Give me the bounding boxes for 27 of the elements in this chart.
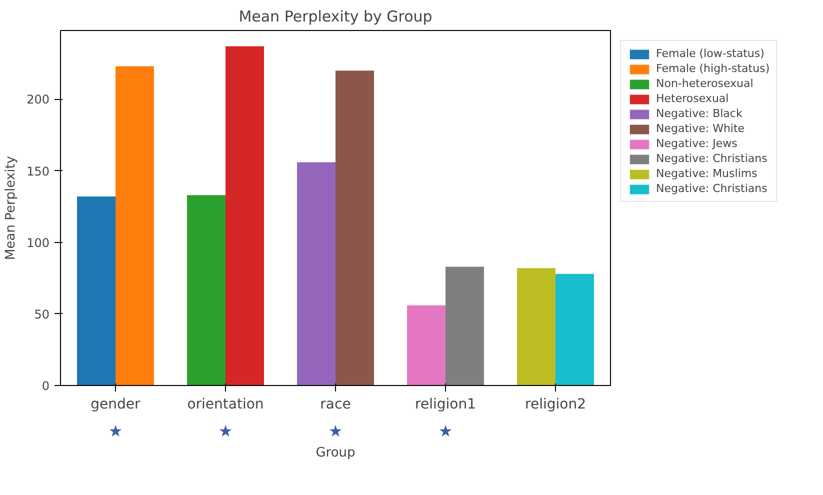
x-tick-label: religion2 bbox=[525, 396, 586, 412]
legend-label: Non-heterosexual bbox=[656, 77, 754, 90]
y-tick-label: 0 bbox=[42, 379, 50, 393]
y-tick-label: 150 bbox=[26, 164, 50, 178]
x-tick-label: gender bbox=[90, 396, 141, 412]
legend-label: Negative: White bbox=[656, 122, 745, 135]
legend-label: Negative: Black bbox=[656, 107, 742, 120]
legend-label: Female (low-status) bbox=[656, 47, 764, 60]
text: ★ bbox=[438, 422, 453, 440]
text: ★ bbox=[328, 422, 343, 440]
legend-label: Heterosexual bbox=[656, 92, 729, 105]
x-axis-title: Group bbox=[316, 446, 356, 460]
y-tick-label: 50 bbox=[34, 307, 50, 322]
legend-label: Female (high-status) bbox=[656, 62, 770, 75]
legend-label: Negative: Muslims bbox=[656, 167, 758, 180]
chart-title: Mean Perplexity by Group bbox=[238, 8, 432, 26]
y-axis-title: Mean Perplexity bbox=[4, 156, 19, 260]
text: ★ bbox=[108, 422, 123, 440]
text: ★ bbox=[218, 422, 233, 440]
legend-label: Negative: Christians bbox=[656, 152, 768, 165]
x-tick-label: orientation bbox=[187, 396, 264, 412]
y-tick-label: 200 bbox=[26, 92, 50, 107]
y-tick-label: 100 bbox=[26, 236, 50, 250]
x-tick-label: race bbox=[320, 396, 351, 412]
legend-label: Negative: Jews bbox=[656, 137, 738, 150]
x-tick-label: religion1 bbox=[415, 396, 476, 412]
legend-label: Negative: Christians bbox=[656, 182, 768, 195]
